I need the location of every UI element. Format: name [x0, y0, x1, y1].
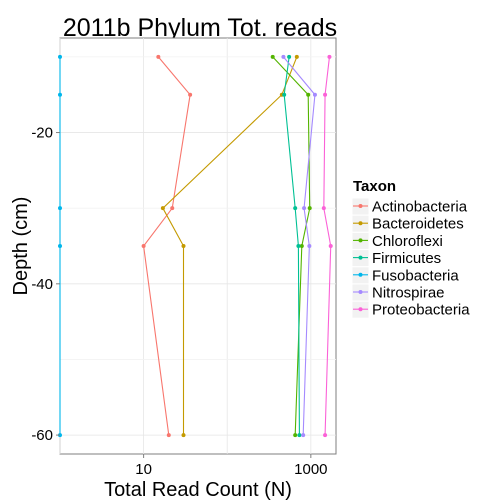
legend-key-point [358, 290, 363, 294]
data-point [141, 244, 146, 248]
series-nitrospirae [281, 54, 317, 438]
chart-title: 2011b Phylum Tot. reads [63, 14, 337, 42]
data-point [181, 244, 186, 248]
data-point [327, 54, 332, 59]
data-point [282, 92, 287, 97]
series-proteobacteria [321, 54, 333, 438]
data-point [301, 433, 306, 438]
x-tick-label: 1000 [294, 461, 327, 478]
data-point [323, 433, 328, 438]
data-point [58, 92, 62, 97]
data-point [166, 433, 171, 438]
data-point [181, 433, 186, 438]
data-point [307, 244, 312, 248]
data-point [58, 244, 62, 248]
x-tick-label: 10 [135, 461, 152, 478]
legend: Taxon ActinobacteriaBacteroidetesChlorof… [351, 178, 470, 319]
legend-item: Fusobacteria [351, 266, 459, 285]
legend-item: Firmicutes [351, 249, 441, 268]
plot-panel [59, 37, 337, 455]
legend-key-point [358, 255, 363, 260]
data-point [293, 433, 298, 438]
legend-label: Actinobacteria [372, 199, 468, 216]
legend-label: Nitrospirae [372, 285, 445, 302]
data-point [296, 244, 301, 248]
data-point [160, 206, 165, 211]
data-point [58, 54, 62, 59]
data-point [299, 244, 304, 248]
data-point [294, 54, 299, 59]
legend-item: Nitrospirae [351, 283, 445, 302]
data-point [287, 54, 292, 59]
data-point [323, 92, 328, 97]
legend-item: Actinobacteria [351, 197, 468, 216]
data-point [302, 206, 307, 211]
legend-item: Bacteroidetes [351, 214, 464, 233]
series-fusobacteria [58, 54, 62, 438]
legend-key-point [358, 238, 363, 243]
legend-label: Fusobacteria [372, 267, 459, 284]
y-tick-label: -20 [31, 125, 53, 142]
data-point [312, 92, 317, 97]
series-chloroflexi [270, 54, 312, 438]
x-axis-title: Total Read Count (N) [104, 479, 292, 501]
data-point [297, 433, 302, 438]
data-point [270, 54, 275, 59]
data-point [156, 54, 161, 59]
legend-label: Bacteroidetes [372, 216, 464, 233]
legend-key-point [358, 307, 363, 312]
y-tick-label: -40 [31, 276, 53, 293]
data-point [58, 206, 62, 211]
x-axis-ticks: 10 1000 [135, 454, 328, 478]
data-point [170, 206, 175, 211]
data-point [321, 206, 326, 211]
legend-label: Chloroflexi [372, 233, 443, 250]
data-series [58, 54, 333, 438]
series-actinobacteria [141, 54, 193, 438]
data-point [281, 54, 286, 59]
legend-item: Chloroflexi [351, 231, 443, 250]
legend-key-point [358, 204, 363, 208]
legend-key-point [358, 272, 363, 277]
series-firmicutes [282, 54, 302, 438]
legend-item: Proteobacteria [351, 300, 470, 319]
legend-title: Taxon [353, 178, 396, 195]
data-point [328, 244, 333, 248]
data-point [293, 206, 298, 211]
legend-key-point [358, 221, 363, 226]
legend-label: Proteobacteria [372, 302, 470, 319]
y-axis-title: Depth (cm) [10, 197, 32, 296]
series-bacteroidetes [160, 54, 299, 438]
y-axis-ticks: -20 -40 -60 [31, 125, 60, 444]
data-point [306, 92, 311, 97]
y-tick-label: -60 [31, 427, 53, 444]
data-point [307, 206, 312, 211]
data-point [188, 92, 193, 97]
legend-label: Firmicutes [372, 250, 441, 267]
